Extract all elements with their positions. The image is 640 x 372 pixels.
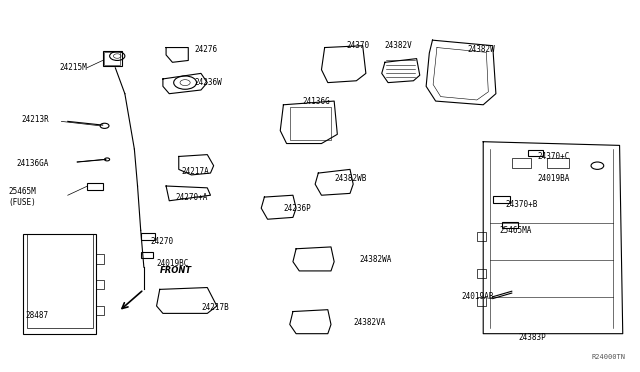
Text: 24382VA: 24382VA xyxy=(353,318,385,327)
Text: 24217A: 24217A xyxy=(182,167,210,176)
Text: 25465MA: 25465MA xyxy=(499,226,531,235)
Bar xyxy=(141,233,155,240)
Text: 24217B: 24217B xyxy=(201,303,228,312)
Text: 24019BA: 24019BA xyxy=(537,174,570,183)
Text: 24136GA: 24136GA xyxy=(17,159,49,169)
Bar xyxy=(493,196,511,203)
Bar xyxy=(26,234,93,328)
Text: 28487: 28487 xyxy=(26,311,49,320)
Text: 24136G: 24136G xyxy=(303,97,330,106)
Bar xyxy=(87,183,102,190)
Text: 24370: 24370 xyxy=(347,41,370,50)
Bar xyxy=(502,222,518,228)
Text: 24270+A: 24270+A xyxy=(175,193,208,202)
Bar xyxy=(477,232,486,241)
Bar xyxy=(24,234,96,334)
Text: 24019BC: 24019BC xyxy=(157,259,189,268)
Text: 24215M: 24215M xyxy=(59,63,87,72)
Text: 24382WA: 24382WA xyxy=(360,255,392,264)
Bar xyxy=(512,158,531,167)
Text: 24382WB: 24382WB xyxy=(334,174,367,183)
Text: 24236P: 24236P xyxy=(284,203,311,213)
Bar xyxy=(96,306,104,315)
Bar xyxy=(547,158,569,167)
Bar xyxy=(96,280,104,289)
Text: 24370+B: 24370+B xyxy=(506,200,538,209)
Text: 24236W: 24236W xyxy=(195,78,222,87)
Text: 24276: 24276 xyxy=(195,45,218,54)
Bar xyxy=(477,269,486,278)
Text: 25465M
(FUSE): 25465M (FUSE) xyxy=(8,187,36,207)
Text: 24213R: 24213R xyxy=(21,115,49,124)
Text: FRONT: FRONT xyxy=(159,266,191,275)
Bar xyxy=(290,107,331,140)
Bar xyxy=(102,51,122,66)
Text: 24019AB: 24019AB xyxy=(461,292,493,301)
Bar xyxy=(104,52,120,65)
Text: 24383P: 24383P xyxy=(518,333,546,342)
Text: 24370+C: 24370+C xyxy=(537,152,570,161)
Bar xyxy=(141,252,154,258)
Bar xyxy=(477,297,486,306)
Bar xyxy=(96,254,104,263)
Text: 24382V: 24382V xyxy=(385,41,413,50)
Bar xyxy=(527,150,543,157)
Text: 24382W: 24382W xyxy=(467,45,495,54)
Text: 24270: 24270 xyxy=(150,237,173,246)
Text: R24000TN: R24000TN xyxy=(592,353,626,359)
